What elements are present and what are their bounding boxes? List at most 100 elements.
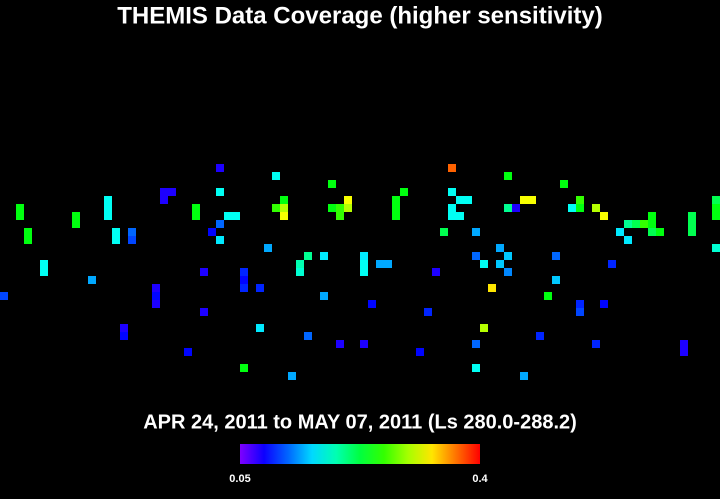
coverage-cell (712, 244, 720, 252)
coverage-cell (304, 252, 312, 260)
coverage-cell (16, 212, 24, 220)
coverage-cell (648, 212, 656, 220)
coverage-cell (128, 236, 136, 244)
coverage-cell (496, 260, 504, 268)
coverage-cell (328, 204, 336, 212)
coverage-cell (536, 332, 544, 340)
coverage-cell (648, 228, 656, 236)
coverage-cell (568, 204, 576, 212)
coverage-cell (360, 268, 368, 276)
coverage-cell (256, 284, 264, 292)
coverage-cell (168, 188, 176, 196)
coverage-cell (448, 188, 456, 196)
coverage-cell (128, 228, 136, 236)
coverage-cell (448, 212, 456, 220)
coverage-cell (104, 196, 112, 204)
coverage-cell (392, 212, 400, 220)
coverage-cell (216, 188, 224, 196)
coverage-cell (680, 340, 688, 348)
coverage-cell (336, 212, 344, 220)
coverage-cell (384, 260, 392, 268)
coverage-cell (552, 276, 560, 284)
coverage-cell (160, 196, 168, 204)
coverage-cell (648, 220, 656, 228)
coverage-cell (680, 348, 688, 356)
coverage-cell (152, 292, 160, 300)
coverage-cell (496, 244, 504, 252)
coverage-cell (24, 228, 32, 236)
coverage-cell (592, 204, 600, 212)
coverage-cell (192, 204, 200, 212)
coverage-cell (440, 228, 448, 236)
coverage-cell (88, 276, 96, 284)
coverage-cell (576, 300, 584, 308)
coverage-cell (424, 308, 432, 316)
coverage-cell (600, 300, 608, 308)
coverage-cell (608, 260, 616, 268)
coverage-cell (616, 228, 624, 236)
coverage-cell (72, 220, 80, 228)
coverage-cell (280, 212, 288, 220)
coverage-cell (240, 364, 248, 372)
coverage-cell (280, 196, 288, 204)
coverage-cell (688, 220, 696, 228)
coverage-cell (336, 340, 344, 348)
coverage-cell (184, 348, 192, 356)
coverage-cell (112, 228, 120, 236)
coverage-cell (640, 220, 648, 228)
coverage-cell (504, 252, 512, 260)
coverage-cell (40, 268, 48, 276)
coverage-cell (712, 196, 720, 204)
coverage-cell (120, 324, 128, 332)
coverage-cell (272, 204, 280, 212)
coverage-cell (264, 244, 272, 252)
coverage-cell (592, 340, 600, 348)
coverage-cell (576, 204, 584, 212)
coverage-cell (104, 204, 112, 212)
coverage-cell (656, 228, 664, 236)
coverage-cell (480, 260, 488, 268)
coverage-cell (344, 196, 352, 204)
coverage-cell (360, 260, 368, 268)
colorbar-tick-label: 0.4 (472, 473, 488, 485)
coverage-cell (472, 252, 480, 260)
coverage-cell (328, 180, 336, 188)
coverage-cell (472, 228, 480, 236)
coverage-cell (200, 308, 208, 316)
coverage-cell (416, 348, 424, 356)
coverage-cell (16, 204, 24, 212)
coverage-cell (216, 164, 224, 172)
coverage-cell (520, 372, 528, 380)
coverage-cell (520, 196, 528, 204)
coverage-cell (688, 228, 696, 236)
coverage-cell (624, 220, 632, 228)
coverage-cell (200, 268, 208, 276)
coverage-cell (632, 220, 640, 228)
coverage-cell (448, 164, 456, 172)
coverage-cell (216, 236, 224, 244)
coverage-cell (504, 172, 512, 180)
coverage-cell (624, 236, 632, 244)
coverage-cell (240, 284, 248, 292)
coverage-cell (472, 340, 480, 348)
coverage-cell (344, 204, 352, 212)
coverage-cell (296, 268, 304, 276)
coverage-cell (448, 204, 456, 212)
coverage-cell (600, 212, 608, 220)
coverage-cell (456, 212, 464, 220)
coverage-cell (544, 292, 552, 300)
coverage-cell (688, 212, 696, 220)
coverage-cell (280, 204, 288, 212)
coverage-cell (360, 340, 368, 348)
coverage-cell (0, 292, 8, 300)
coverage-cell (320, 252, 328, 260)
coverage-cell (712, 204, 720, 212)
coverage-cell (152, 300, 160, 308)
coverage-cell (120, 332, 128, 340)
coverage-cell (232, 212, 240, 220)
coverage-cell (464, 196, 472, 204)
coverage-cell (272, 172, 280, 180)
coverage-cell (360, 252, 368, 260)
coverage-cell (456, 196, 464, 204)
